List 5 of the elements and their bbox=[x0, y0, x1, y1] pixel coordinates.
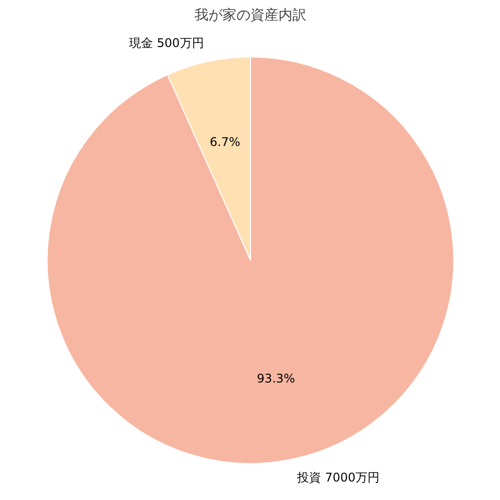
data-label: 6.7% bbox=[210, 134, 240, 149]
chart-title: 我が家の資産内訳 bbox=[194, 8, 306, 24]
slice-label: 投資 7000万円 bbox=[296, 470, 380, 484]
data-label: 93.3% bbox=[256, 372, 296, 386]
slice-label: 現金 500万円 bbox=[129, 36, 204, 50]
